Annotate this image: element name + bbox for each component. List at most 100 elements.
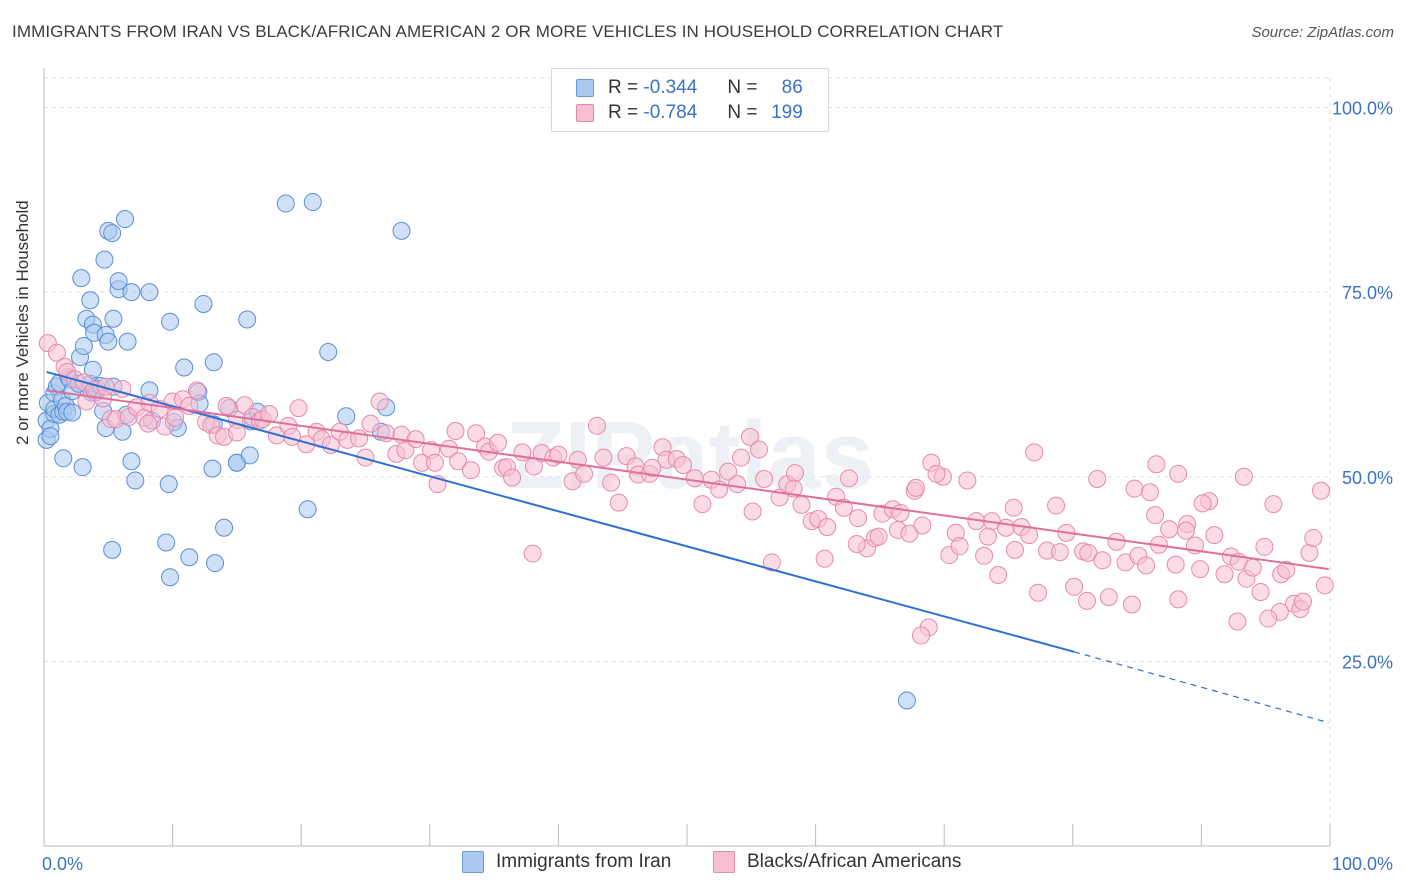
point-blacks-african-americans: [693, 495, 712, 514]
point-blacks-african-americans: [743, 502, 762, 521]
point-blacks-african-americans: [503, 468, 522, 487]
point-immigrants-from-iran: [157, 533, 176, 552]
n-value: 199: [771, 102, 803, 123]
point-blacks-african-americans: [587, 416, 606, 435]
point-blacks-african-americans: [1176, 521, 1195, 540]
point-blacks-african-americans: [1020, 526, 1039, 545]
point-blacks-african-americans: [1140, 483, 1159, 502]
point-blacks-african-americans: [1047, 496, 1066, 515]
point-immigrants-from-iran: [104, 309, 123, 328]
point-immigrants-from-iran: [161, 568, 180, 587]
point-immigrants-from-iran: [161, 312, 180, 331]
point-blacks-african-americans: [975, 546, 994, 565]
point-immigrants-from-iran: [83, 360, 102, 379]
point-blacks-african-americans: [978, 527, 997, 546]
r-label: R =: [608, 102, 639, 123]
point-blacks-african-americans: [1315, 576, 1334, 595]
point-immigrants-from-iran: [203, 459, 222, 478]
point-blacks-african-americans: [1147, 455, 1166, 474]
point-blacks-african-americans: [891, 503, 910, 522]
point-blacks-african-americans: [602, 473, 621, 492]
point-blacks-african-americans: [786, 464, 805, 483]
point-blacks-african-americans: [1293, 592, 1312, 611]
point-blacks-african-americans: [840, 469, 859, 488]
trend-lines: [46, 370, 1329, 724]
n-label: N =: [727, 102, 758, 123]
point-blacks-african-americans: [900, 524, 919, 543]
point-blacks-african-americans: [741, 427, 760, 446]
point-blacks-african-americans: [406, 430, 425, 449]
point-blacks-african-americans: [1264, 495, 1283, 514]
point-blacks-african-americans: [289, 399, 308, 418]
point-blacks-african-americans: [1137, 556, 1156, 575]
point-blacks-african-americans: [755, 469, 774, 488]
point-immigrants-from-iran: [95, 250, 114, 269]
point-blacks-african-americans: [523, 544, 542, 563]
point-blacks-african-americans: [356, 448, 375, 467]
point-blacks-african-americans: [370, 392, 389, 411]
point-blacks-african-americans: [1277, 560, 1296, 579]
point-blacks-african-americans: [849, 509, 868, 528]
point-blacks-african-americans: [815, 549, 834, 568]
point-immigrants-from-iran: [298, 500, 317, 519]
x-tick-label: 100.0%: [1332, 854, 1393, 874]
point-blacks-african-americans: [440, 439, 459, 458]
point-blacks-african-americans: [1077, 591, 1096, 610]
point-blacks-african-americans: [912, 626, 931, 645]
y-tick-label: 25.0%: [1342, 652, 1393, 672]
point-immigrants-from-iran: [63, 403, 82, 422]
point-immigrants-from-iran: [215, 518, 234, 537]
point-blacks-african-americans: [188, 381, 207, 400]
point-blacks-african-americans: [594, 448, 613, 467]
point-blacks-african-americans: [1243, 558, 1262, 577]
point-blacks-african-americans: [1169, 464, 1188, 483]
point-blacks-african-americans: [47, 343, 66, 362]
r-label: R =: [608, 77, 639, 98]
point-blacks-african-americans: [321, 436, 340, 455]
point-blacks-african-americans: [996, 518, 1015, 537]
point-blacks-african-americans: [166, 408, 185, 427]
point-blacks-african-americans: [674, 455, 693, 474]
point-blacks-african-americans: [488, 433, 507, 452]
n-value: 86: [781, 77, 803, 98]
point-immigrants-from-iran: [240, 446, 259, 465]
point-blacks-african-americans: [1169, 590, 1188, 609]
point-immigrants-from-iran: [303, 193, 322, 212]
point-blacks-african-americans: [217, 396, 236, 415]
point-immigrants-from-iran: [337, 407, 356, 426]
axes: [43, 68, 1331, 847]
trend-line-black-african: [46, 389, 1329, 571]
point-blacks-african-americans: [1146, 506, 1165, 525]
point-immigrants-from-iran: [204, 353, 223, 372]
point-immigrants-from-iran: [109, 272, 128, 291]
point-blacks-african-americans: [396, 441, 415, 460]
chart-title: IMMIGRANTS FROM IRAN VS BLACK/AFRICAN AM…: [12, 22, 1004, 41]
y-tick-label: 75.0%: [1342, 283, 1393, 303]
point-immigrants-from-iran: [897, 691, 916, 710]
point-blacks-african-americans: [446, 421, 465, 440]
point-immigrants-from-iran: [122, 452, 141, 471]
y-tick-label: 50.0%: [1342, 468, 1393, 488]
point-blacks-african-americans: [719, 462, 738, 481]
legend-label: Blacks/African Americans: [747, 851, 962, 872]
point-blacks-african-americans: [1228, 612, 1247, 631]
point-blacks-african-americans: [139, 414, 158, 433]
point-immigrants-from-iran: [122, 283, 141, 302]
point-blacks-african-americans: [1122, 595, 1141, 614]
point-blacks-african-americans: [1088, 469, 1107, 488]
point-blacks-african-americans: [1093, 551, 1112, 570]
point-blacks-african-americans: [1107, 532, 1126, 551]
point-blacks-african-americans: [762, 553, 781, 572]
point-blacks-african-americans: [1025, 443, 1044, 462]
point-blacks-african-americans: [461, 461, 480, 480]
point-blacks-african-americans: [1300, 543, 1319, 562]
point-immigrants-from-iran: [238, 310, 257, 329]
point-immigrants-from-iran: [103, 224, 122, 243]
trend-line-immigrants-extrapolated: [1073, 651, 1329, 724]
tick-labels: 25.0% 50.0% 75.0% 100.0% 0.0% 100.0%: [42, 99, 1393, 874]
point-immigrants-from-iran: [72, 269, 91, 288]
point-blacks-african-americans: [1191, 560, 1210, 579]
point-blacks-african-americans: [467, 424, 486, 443]
legend-row-black-african: R = -0.784 N = 199: [576, 101, 803, 125]
